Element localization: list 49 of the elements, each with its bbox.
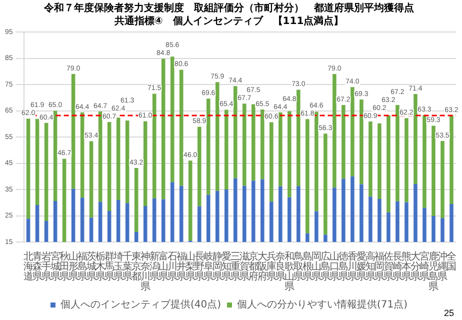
x-tick-label: 大阪府	[257, 250, 268, 283]
x-tick-label: 島根県	[302, 250, 312, 283]
text: 25	[444, 308, 454, 318]
x-tick-label: 沖縄県	[436, 250, 448, 283]
x-tick-label: 栃木県	[95, 250, 106, 283]
x-tick-label: 福島県	[77, 250, 88, 283]
x-tick-label: 鳥取県	[292, 250, 304, 283]
x-tick-label: 福岡県	[374, 250, 384, 283]
x-tick-label: 長崎県	[392, 252, 402, 283]
x-tick-label: 香川県	[347, 250, 358, 283]
x-tick-label: 岩手県	[41, 250, 52, 283]
x-tick-label: 山口県	[329, 250, 340, 283]
x-tick-label: 福井県	[176, 250, 186, 283]
x-tick-label: 岐阜県	[203, 250, 214, 283]
x-tick-label: 愛知県	[221, 250, 232, 283]
x-tick-label: 青森県	[32, 250, 42, 283]
x-tick-label: 神奈川県	[140, 250, 150, 293]
chart-subtitle: 共通指標④ 個人インセンティブ 【111点満点】	[113, 15, 344, 28]
x-tick-label: 大分県	[410, 250, 420, 283]
x-tick-label: 秋田県	[59, 250, 70, 283]
legend-label: 個人への分かりやすい情報提供(71点)	[237, 298, 408, 311]
x-tick-label: 佐賀県	[383, 252, 394, 283]
x-tick-label: 京都府	[248, 250, 258, 283]
x-tick-label: 滋賀県	[239, 250, 250, 283]
x-tick-label: 高知県	[365, 250, 376, 283]
x-tick-label: 宮崎県	[419, 250, 430, 283]
x-tick-label: 三重県	[230, 252, 240, 283]
x-tick-label: 和歌山県	[284, 250, 294, 293]
x-tick-label: 東京都	[131, 250, 142, 283]
x-tick-label: 石川県	[167, 252, 178, 283]
x-tick-label: 長野県	[194, 252, 204, 283]
chart-title: 令和７年度保険者努力支援制度 取組評価分（市町村分） 都道府県別平均獲得点	[43, 2, 414, 14]
x-tick-label: 全国	[446, 250, 456, 273]
x-tick-label: 愛媛県	[356, 250, 366, 283]
x-tick-label: 山形県	[68, 250, 78, 283]
x-tick-label: 徳島県	[338, 252, 348, 283]
x-tick-label: 広島県	[320, 250, 330, 283]
x-tick-label: 北海道	[23, 250, 34, 283]
x-tick-label: 静岡県	[212, 250, 222, 283]
legend-label: 個人へのインセンティブ提供(40点)	[60, 298, 222, 311]
x-tick-label: 鹿児島県	[428, 250, 438, 293]
x-tick-label: 奈良県	[275, 252, 286, 283]
x-tick-label: 岡山県	[311, 252, 322, 283]
x-tick-label: 山梨県	[185, 250, 196, 283]
x-tick-label: 新潟県	[149, 250, 160, 283]
x-tick-label: 富山県	[158, 250, 168, 283]
x-tick-label: 熊本県	[401, 250, 412, 283]
x-tick-label: 兵庫県	[266, 250, 276, 283]
x-tick-label: 千葉県	[122, 250, 132, 283]
